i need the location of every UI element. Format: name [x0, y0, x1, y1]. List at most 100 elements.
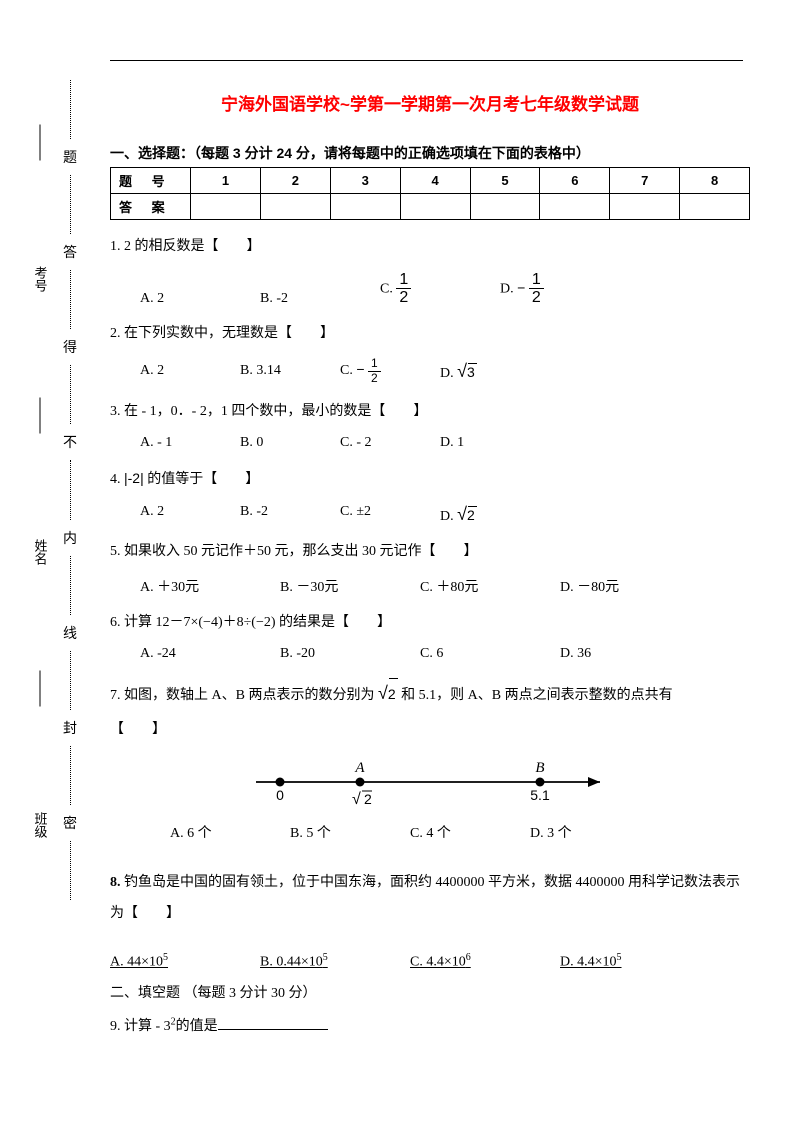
answer-cell — [400, 194, 470, 220]
answer-cell — [330, 194, 400, 220]
answer-table: 题 号 1 2 3 4 5 6 7 8 答 案 — [110, 167, 750, 220]
dotted-segment — [70, 746, 71, 805]
numberline-wrap: 0 A √ 2 B 5.1 — [110, 752, 750, 812]
opt-d: D. √2 — [440, 504, 540, 525]
answer-cell — [260, 194, 330, 220]
opt-a: A. 2 — [140, 504, 240, 525]
fraction-icon: 1 2 — [368, 357, 381, 384]
nl-label-51: 5.1 — [530, 787, 550, 803]
table-row: 题 号 1 2 3 4 5 6 7 8 — [111, 168, 750, 194]
opt-c-prefix: C. — [380, 281, 396, 296]
q3-text: 3. 在 - 1，0．- 2，1 四个数中，最小的数是【 】 — [110, 404, 427, 419]
row-label: 题 号 — [111, 168, 191, 194]
opt-c-sup: 6 — [466, 952, 471, 963]
q8-text: 8. 钓鱼岛是中国的固有领土，位于中国东海，面积约 4400000 平方米，数据… — [110, 875, 740, 921]
dotted-segment — [70, 651, 71, 710]
opt-b: B. 3.14 — [240, 363, 340, 379]
opt-b: B. 0.44×105 — [260, 952, 410, 971]
q2-text: 2. 在下列实数中，无理数是【 】 — [110, 326, 334, 341]
q5-options: A. ＋30元 B. －30元 C. ＋80元 D. －80元 — [140, 576, 750, 596]
top-rule-line — [110, 60, 743, 61]
dotted-segment — [70, 460, 71, 519]
question-7: 7. 如图，数轴上 A、B 两点表示的数分别为 √2 和 5.1，则 A、B 两… — [110, 676, 750, 710]
opt-c: C. 4.4×106 — [410, 952, 560, 971]
frac-den: 2 — [529, 289, 544, 307]
field-line — [40, 397, 41, 433]
sqrt-icon: √3 — [457, 361, 477, 382]
frac-num: 1 — [368, 357, 381, 371]
field-name: 姓名 — [31, 539, 50, 565]
col-header: 4 — [400, 168, 470, 194]
question-1: 1. 2 的相反数是【 】 — [110, 234, 750, 261]
page-content: 宁海外国语学校~学第一学期第一次月考七年级数学试题 一、选择题：（每题 3 分计… — [110, 90, 750, 1035]
q3-options: A. - 1 B. 0 C. - 2 D. 1 — [140, 435, 750, 451]
question-8: 8. 钓鱼岛是中国的固有领土，位于中国东海，面积约 4400000 平方米，数据… — [110, 868, 750, 930]
binding-seal-col: 密 封 线 内 不 得 答 题 — [55, 80, 85, 900]
q4-post: 的值等于【 】 — [144, 472, 260, 487]
question-6: 6. 计算 12－7×(−4)＋8÷(−2) 的结果是【 】 — [110, 610, 750, 637]
dotted-segment — [70, 270, 71, 329]
binding-edge: 班级 姓名 考号 密 封 线 内 不 得 答 题 — [25, 80, 100, 900]
table-row: 答 案 — [111, 194, 750, 220]
opt-c: C. 6 — [420, 646, 560, 662]
answer-cell — [680, 194, 750, 220]
sqrt-radicand: 3 — [467, 364, 477, 380]
q1-text: 1. 2 的相反数是【 】 — [110, 239, 261, 254]
question-4: 4. |-2| 的值等于【 】 — [110, 465, 750, 494]
q7-options: A. 6 个 B. 5 个 C. 4 个 D. 3 个 — [170, 822, 750, 842]
exam-title: 宁海外国语学校~学第一学期第一次月考七年级数学试题 — [110, 90, 750, 115]
answer-cell — [191, 194, 261, 220]
dotted-segment — [70, 175, 71, 234]
frac-num: 1 — [529, 271, 544, 290]
dotted-segment — [70, 556, 71, 615]
opt-c: C. - 2 — [340, 435, 440, 451]
q1-options: A. 2 B. -2 C. 1 2 D. − 1 2 — [140, 271, 750, 307]
opt-b-pre: B. 0.44×10 — [260, 955, 323, 970]
q9-post: 的值是 — [176, 1019, 218, 1034]
q5-text: 5. 如果收入 50 元记作＋50 元，那么支出 30 元记作【 】 — [110, 544, 478, 559]
blank-line — [218, 1029, 328, 1030]
q4-abs: |-2| — [124, 470, 144, 486]
opt-a: A. 2 — [140, 363, 240, 379]
dotted-segment — [70, 365, 71, 424]
dotted-segment — [70, 841, 71, 900]
seal-char: 线 — [63, 623, 77, 643]
opt-d-pre: D. 4.4×10 — [560, 955, 617, 970]
q6-text: 6. 计算 12－7×(−4)＋8÷(−2) 的结果是【 】 — [110, 615, 391, 630]
binding-labels-col: 班级 姓名 考号 — [25, 80, 55, 900]
col-header: 7 — [610, 168, 680, 194]
q2-options: A. 2 B. 3.14 C. − 1 2 D. √3 — [140, 357, 750, 384]
opt-d-prefix: D. — [440, 366, 457, 381]
opt-a: A. -24 — [140, 646, 280, 662]
opt-c: C. 4 个 — [410, 822, 530, 842]
question-9: 9. 计算 - 32的值是 — [110, 1015, 750, 1035]
opt-d: D. 4.4×105 — [560, 952, 710, 971]
opt-b: B. -2 — [240, 504, 340, 525]
fraction-icon: 1 2 — [529, 271, 544, 307]
opt-a: A. ＋30元 — [140, 576, 280, 596]
frac-num: 1 — [396, 271, 411, 290]
opt-d: D. 3 个 — [530, 822, 650, 842]
q4-options: A. 2 B. -2 C. ±2 D. √2 — [140, 504, 750, 525]
field-examno: 考号 — [31, 266, 50, 292]
q6-options: A. -24 B. -20 C. 6 D. 36 — [140, 646, 750, 662]
opt-d-sup: 5 — [617, 952, 622, 963]
col-header: 1 — [191, 168, 261, 194]
answer-cell — [610, 194, 680, 220]
opt-a: A. 2 — [140, 291, 260, 307]
seal-char: 密 — [63, 813, 77, 833]
sqrt-radicand: 2 — [467, 507, 477, 523]
nl-label-A: A — [354, 760, 365, 776]
section1-header: 一、选择题：（每题 3 分计 24 分，请将每题中的正确选项填在下面的表格中） — [110, 143, 750, 163]
nl-sqrt-2: 2 — [364, 791, 372, 807]
sqrt-radicand: 2 — [388, 686, 398, 702]
opt-b: B. -20 — [280, 646, 420, 662]
opt-c: C. ±2 — [340, 504, 440, 525]
answer-cell — [540, 194, 610, 220]
frac-den: 2 — [368, 372, 381, 385]
q4-pre: 4. — [110, 472, 124, 487]
frac-den: 2 — [396, 289, 411, 307]
opt-d: D. − 1 2 — [500, 271, 620, 307]
field-class: 班级 — [31, 812, 50, 838]
section2-header: 二、填空题 （每题 3 分计 30 分） — [110, 981, 750, 1008]
